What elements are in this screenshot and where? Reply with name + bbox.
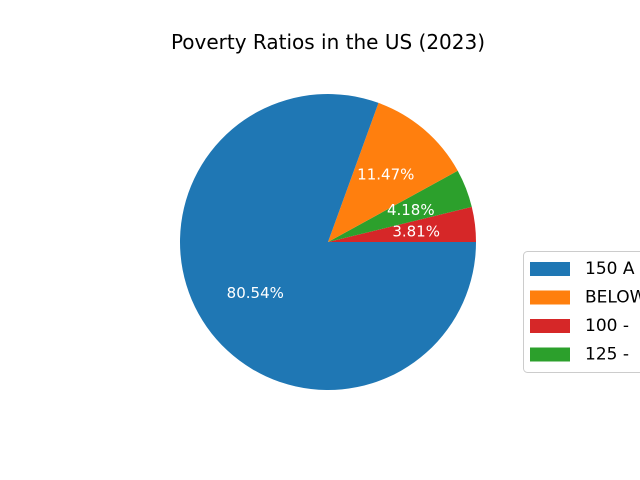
pie-slice-0 <box>328 206 476 242</box>
legend-label-3: 125 - <box>585 345 629 365</box>
legend-swatch-0 <box>530 262 570 276</box>
legend-items: 150 A BELOW 100 - 125 - <box>530 259 640 365</box>
legend: 150 A BELOW 100 - 125 - <box>523 251 640 373</box>
legend-label-0: 150 A <box>585 259 635 279</box>
legend-swatch-2 <box>530 319 570 333</box>
pie-slices <box>180 94 476 391</box>
legend-swatch-3 <box>530 347 570 362</box>
pie-slice-1 <box>328 170 472 242</box>
legend-frame <box>523 251 640 373</box>
slice-percentage-label-2: 11.47% <box>357 166 414 184</box>
chart-title: Poverty Ratios in the US (2023) <box>171 30 485 54</box>
legend-label-1: BELOW <box>585 288 640 308</box>
slice-percentage-label-1: 4.18% <box>387 201 435 219</box>
pie-percentage-labels: 3.81% 4.18% 11.47% 80.54% <box>227 166 440 302</box>
pie-slice-3 <box>180 94 476 391</box>
slice-percentage-label-3: 80.54% <box>227 284 284 302</box>
slice-percentage-label-0: 3.81% <box>392 222 440 240</box>
pie-slice-2 <box>328 102 458 242</box>
legend-label-2: 100 - <box>585 316 629 336</box>
legend-swatch-1 <box>530 290 570 305</box>
